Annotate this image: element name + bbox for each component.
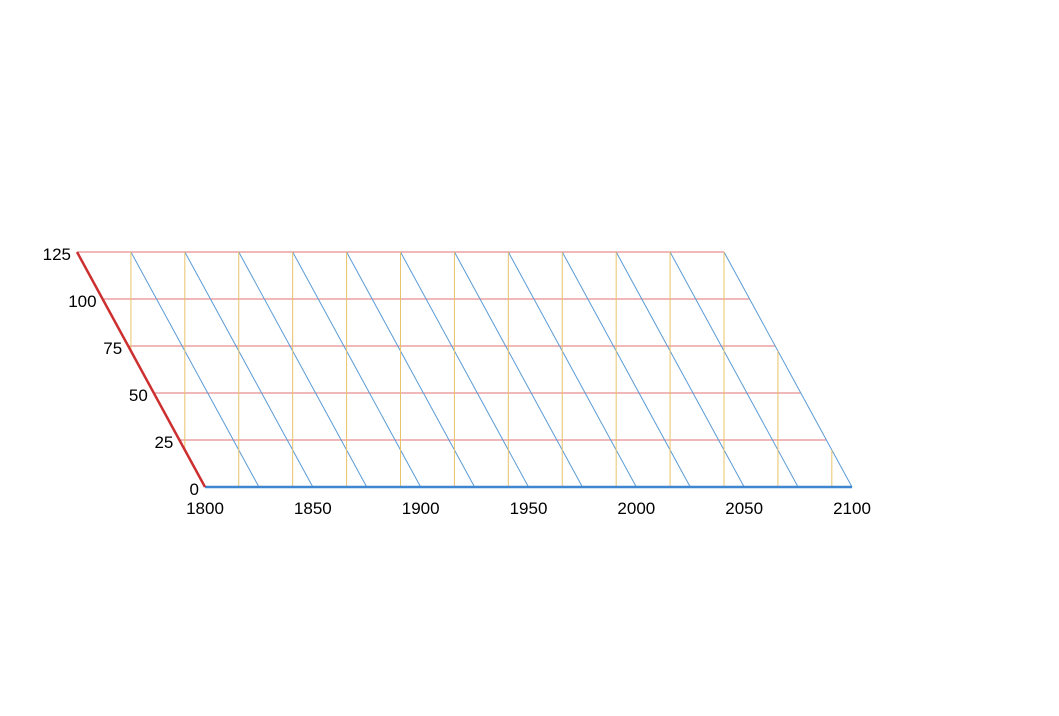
grid-line-descending — [292, 251, 422, 488]
x-axis-tick-labels: 1800 1850 1900 1950 2000 2050 2100 — [186, 499, 871, 518]
y-tick-label: 75 — [103, 339, 122, 358]
grid-line-descending — [669, 251, 799, 488]
grid-line-descending — [561, 251, 691, 488]
y-tick-label: 0 — [190, 480, 199, 499]
y-axis-line — [75, 251, 207, 488]
y-tick-label: 25 — [154, 433, 173, 452]
axes — [75, 251, 852, 489]
x-tick-label: 2050 — [725, 499, 763, 518]
grid-line-descending — [400, 251, 529, 488]
grid-line-descending — [238, 251, 368, 488]
descending-diagonal-grid-lines — [130, 251, 853, 488]
ascending-diagonal-grid-lines — [130, 252, 833, 487]
grid-line-descending — [507, 251, 637, 488]
y-tick-label: 100 — [68, 292, 96, 311]
x-tick-label: 1850 — [294, 499, 332, 518]
y-tick-label: 50 — [129, 386, 148, 405]
grid-line-descending — [184, 251, 314, 488]
x-tick-label: 1900 — [402, 499, 440, 518]
grid-line-descending — [453, 251, 583, 488]
grid-line-descending — [615, 251, 745, 488]
y-tick-label: 125 — [43, 245, 71, 264]
x-tick-label: 1800 — [186, 499, 224, 518]
x-tick-label: 2000 — [617, 499, 655, 518]
grid-line-descending — [346, 251, 476, 488]
grid-line-descending — [723, 251, 853, 488]
grid-line-descending — [130, 251, 260, 488]
y-axis-tick-labels: 0 25 50 75 100 125 — [43, 245, 199, 499]
x-tick-label: 2100 — [833, 499, 871, 518]
x-tick-label: 1950 — [510, 499, 548, 518]
